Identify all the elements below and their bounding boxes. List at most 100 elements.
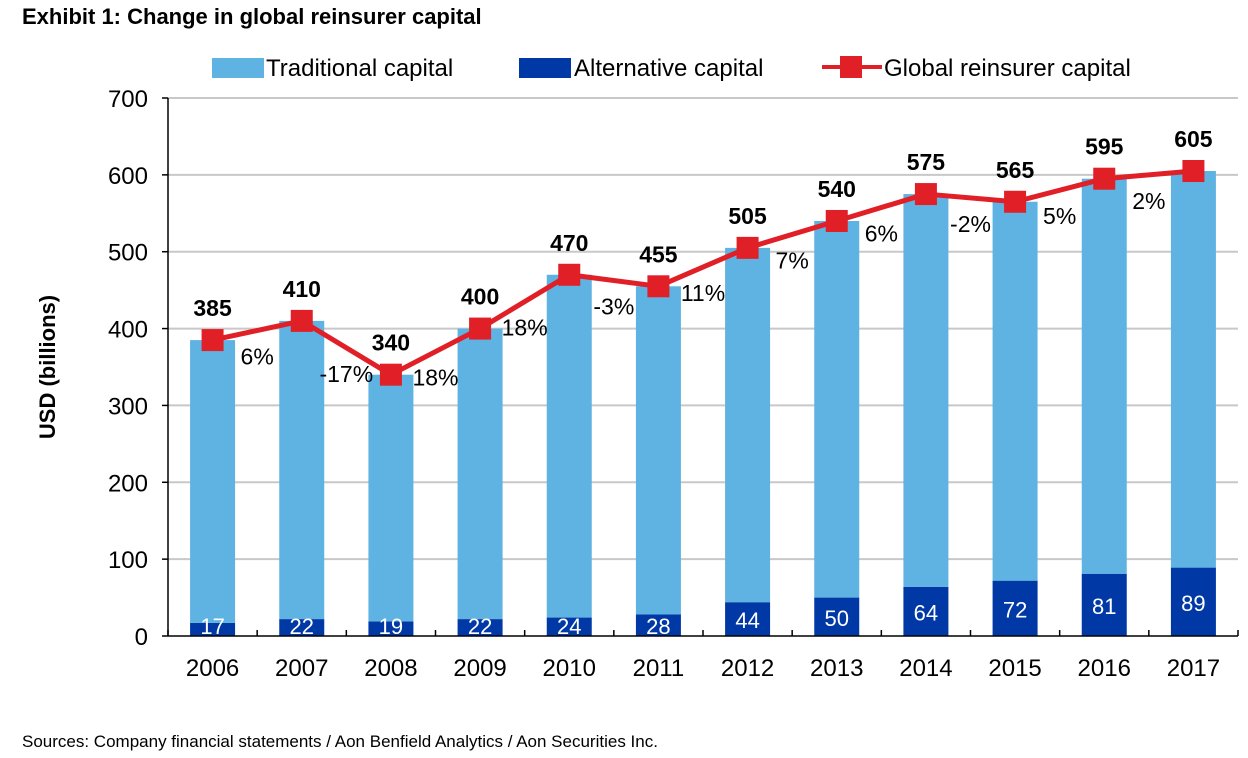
x-tick-label: 2009 (453, 655, 506, 682)
chart-title: Exhibit 1: Change in global reinsurer ca… (22, 4, 482, 29)
total-marker (1004, 190, 1027, 213)
bars (190, 171, 1216, 636)
total-value-label: 605 (1174, 126, 1213, 152)
total-marker (736, 236, 759, 259)
x-tick-label: 2011 (633, 655, 685, 682)
x-tick-label: 2014 (899, 655, 952, 682)
y-tick-label: 700 (108, 86, 148, 113)
bar-alternative (1081, 573, 1127, 636)
bar-traditional (279, 320, 325, 620)
bar-alternative (368, 621, 414, 636)
total-line-path (212, 168, 1194, 378)
bar-traditional (1170, 171, 1216, 568)
alt-value-label: 19 (379, 614, 403, 639)
total-value-label: 565 (996, 157, 1035, 183)
y-tick-label: 0 (135, 624, 148, 651)
legend-swatch-marker (840, 56, 862, 78)
x-tick-label: 2017 (1167, 655, 1220, 682)
total-marker (469, 317, 492, 340)
bar-traditional (635, 286, 681, 615)
total-marker (914, 183, 937, 206)
x-tick-label: 2007 (275, 655, 328, 682)
x-tick-label: 2008 (364, 655, 417, 682)
alt-value-label: 22 (468, 614, 492, 639)
bar-alternative (635, 614, 681, 636)
total-marker (558, 263, 581, 286)
alt-value-label: 72 (1003, 597, 1027, 622)
bar-alternative (279, 619, 325, 636)
bar-traditional (190, 340, 236, 623)
total-marker (201, 329, 224, 352)
bar-traditional (368, 374, 414, 622)
legend-swatch-traditional (212, 58, 264, 78)
bar-alternative (190, 622, 236, 636)
x-tick-label: 2013 (810, 655, 863, 682)
y-tick-label: 100 (108, 547, 148, 574)
bar-alternative (992, 580, 1038, 636)
bar-alternative (457, 619, 503, 636)
total-value-label: 410 (283, 276, 321, 302)
x-tick-label: 2012 (721, 655, 774, 682)
growth-label: 6% (241, 343, 274, 369)
x-tick-label: 2015 (988, 655, 1041, 682)
total-value-label: 400 (461, 284, 499, 310)
growth-label: 7% (776, 247, 809, 273)
bar-alternative (1170, 567, 1216, 636)
alt-value-label: 24 (557, 614, 581, 639)
bar-alternative (814, 597, 860, 636)
growth-label: -2% (950, 211, 991, 237)
total-value-label: 385 (193, 295, 232, 321)
total-value-label: 455 (639, 241, 678, 267)
bar-traditional (903, 194, 949, 587)
total-value-label: 340 (372, 330, 410, 356)
growth-label: -3% (593, 294, 634, 320)
alt-value-label: 64 (914, 600, 938, 625)
alt-value-label: 44 (735, 608, 759, 633)
growth-label: -17% (319, 361, 373, 387)
y-tick-label: 300 (108, 393, 148, 420)
total-line (201, 160, 1205, 386)
legend-label-global: Global reinsurer capital (884, 55, 1131, 82)
legend: Traditional capital Alternative capital … (212, 55, 1131, 82)
legend-label-alternative: Alternative capital (574, 55, 763, 82)
total-marker (1093, 167, 1116, 190)
y-tick-label: 500 (108, 240, 148, 267)
y-tick-label: 600 (108, 163, 148, 190)
x-tick-label: 2006 (186, 655, 239, 682)
bar-traditional (1081, 178, 1127, 574)
total-value-label: 470 (550, 230, 588, 256)
bar-traditional (457, 328, 503, 620)
gridlines (168, 97, 1238, 561)
total-marker (825, 209, 848, 232)
x-tick-label: 2016 (1078, 655, 1131, 682)
alt-value-label: 17 (200, 614, 224, 639)
y-axis-label: USD (billions) (35, 295, 60, 439)
bar-traditional (725, 247, 771, 603)
y-tick-label: 200 (108, 470, 148, 497)
total-marker (379, 363, 402, 386)
total-value-label: 575 (907, 149, 946, 175)
total-value-label: 540 (818, 176, 856, 202)
bar-alternative (725, 602, 771, 636)
legend-swatch-alternative (519, 58, 571, 78)
alt-value-label: 81 (1092, 594, 1116, 619)
data-labels: 17 22 19 22 24 28 44 50 64 72 81 89 385 410 340 400 470 4… (193, 126, 1212, 639)
growth-label: 2% (1132, 188, 1165, 214)
total-marker (290, 309, 313, 332)
bar-alternative (903, 586, 949, 636)
total-value-label: 595 (1085, 134, 1124, 160)
alt-value-label: 50 (825, 606, 849, 631)
bar-traditional (814, 220, 860, 598)
total-marker (647, 275, 670, 298)
source-note: Sources: Company financial statements / … (22, 732, 658, 751)
growth-label: 5% (1043, 203, 1076, 229)
alt-value-label: 89 (1181, 591, 1205, 616)
legend-label-traditional: Traditional capital (266, 55, 453, 82)
axes: 0 100 200 300 400 500 600 700 2006 2007 2008 2009 20… (108, 86, 1239, 682)
alt-value-label: 22 (290, 614, 314, 639)
y-tick-label: 400 (108, 317, 148, 344)
bar-alternative (546, 617, 592, 636)
growth-label: 11% (681, 280, 725, 306)
chart: Traditional capital Alternative capital … (35, 55, 1239, 682)
x-tick-label: 2010 (543, 655, 596, 682)
